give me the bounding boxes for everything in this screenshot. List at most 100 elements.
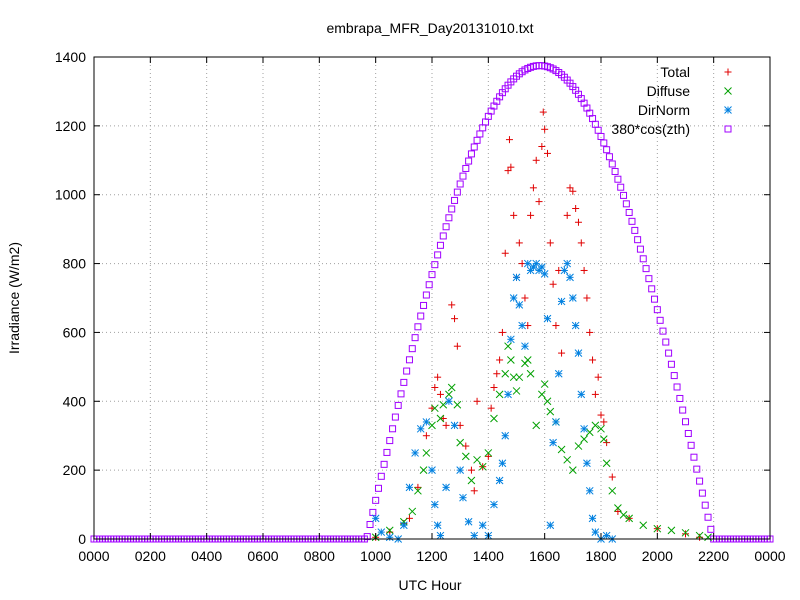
data-point xyxy=(394,401,402,409)
data-point xyxy=(631,226,639,234)
data-point xyxy=(554,369,563,378)
data-point xyxy=(461,452,470,461)
data-point xyxy=(642,265,650,273)
data-point xyxy=(639,255,647,263)
data-point xyxy=(510,211,518,219)
data-point xyxy=(608,473,616,481)
data-point xyxy=(507,163,515,171)
data-point xyxy=(546,521,555,530)
data-point xyxy=(569,187,577,195)
data-point xyxy=(594,373,602,381)
data-point xyxy=(591,421,600,430)
data-point xyxy=(580,424,588,433)
data-point xyxy=(667,526,676,535)
y-tick-label: 1000 xyxy=(55,187,86,203)
data-point xyxy=(405,483,414,492)
data-point xyxy=(408,345,416,353)
data-point xyxy=(602,459,611,468)
data-point xyxy=(498,328,506,336)
legend-marker xyxy=(724,68,732,76)
chart-title: embrapa_MFR_Day20131010.txt xyxy=(326,20,533,36)
data-point xyxy=(552,418,560,426)
data-point xyxy=(515,239,523,247)
data-point xyxy=(537,390,546,399)
data-point xyxy=(580,435,588,444)
data-point xyxy=(707,525,715,533)
data-point xyxy=(515,301,524,309)
data-point xyxy=(682,530,689,538)
data-point xyxy=(453,400,462,409)
data-point xyxy=(428,466,436,474)
data-point xyxy=(422,449,431,457)
data-point xyxy=(701,501,709,509)
y-tick-label: 200 xyxy=(63,462,87,478)
data-point xyxy=(645,275,653,283)
data-point xyxy=(428,421,436,430)
data-point xyxy=(434,251,442,259)
data-point xyxy=(583,294,591,302)
legend-label: 380*cos(zth) xyxy=(611,121,690,137)
data-point xyxy=(442,483,450,492)
data-point xyxy=(377,472,385,480)
series-2 xyxy=(371,259,617,543)
data-point xyxy=(521,342,529,351)
data-point xyxy=(487,404,495,412)
data-point xyxy=(591,528,600,536)
data-point xyxy=(507,335,515,344)
data-point xyxy=(585,428,594,437)
data-point xyxy=(414,483,422,491)
legend-label: Total xyxy=(660,64,690,80)
data-point xyxy=(495,476,504,485)
y-tick-label: 1200 xyxy=(55,118,86,134)
data-point xyxy=(552,322,560,330)
data-point xyxy=(682,418,689,426)
data-point xyxy=(599,435,608,444)
data-point xyxy=(484,449,493,457)
x-tick-label: 0000 xyxy=(78,548,109,564)
data-point xyxy=(385,533,394,542)
x-tick-label: 2200 xyxy=(698,548,729,564)
data-point xyxy=(543,314,552,323)
data-point xyxy=(473,455,481,464)
data-point xyxy=(420,301,428,309)
data-point xyxy=(385,526,394,535)
data-point xyxy=(459,493,467,502)
x-tick-label: 1600 xyxy=(529,548,560,564)
data-point xyxy=(577,390,586,399)
data-point xyxy=(467,150,475,158)
data-point xyxy=(445,390,453,399)
y-tick-label: 400 xyxy=(63,393,87,409)
series-1 xyxy=(371,342,712,542)
data-point xyxy=(659,327,667,335)
data-point xyxy=(574,218,582,226)
data-point xyxy=(679,406,687,414)
data-point xyxy=(363,533,371,541)
data-point xyxy=(408,507,417,516)
data-point xyxy=(665,349,673,357)
data-point xyxy=(380,460,388,468)
data-point xyxy=(490,384,498,392)
data-point xyxy=(374,484,382,492)
data-point xyxy=(456,466,465,474)
data-point xyxy=(366,520,374,528)
data-point xyxy=(603,146,611,154)
data-point xyxy=(563,259,572,268)
data-point xyxy=(676,394,684,402)
data-point xyxy=(436,414,445,423)
legend-label: DirNorm xyxy=(638,102,690,118)
data-point xyxy=(625,208,633,216)
data-point xyxy=(439,400,448,409)
data-point xyxy=(577,239,585,247)
x-tick-label: 0600 xyxy=(247,548,278,564)
data-point xyxy=(445,214,453,222)
data-point xyxy=(695,531,704,540)
data-point xyxy=(558,349,566,357)
x-tick-label: 1000 xyxy=(360,548,391,564)
data-point xyxy=(422,418,431,426)
data-point xyxy=(549,280,557,288)
data-point xyxy=(614,504,622,512)
data-point xyxy=(563,455,572,464)
data-point xyxy=(436,531,445,540)
data-point xyxy=(453,188,461,196)
data-point xyxy=(656,316,664,324)
